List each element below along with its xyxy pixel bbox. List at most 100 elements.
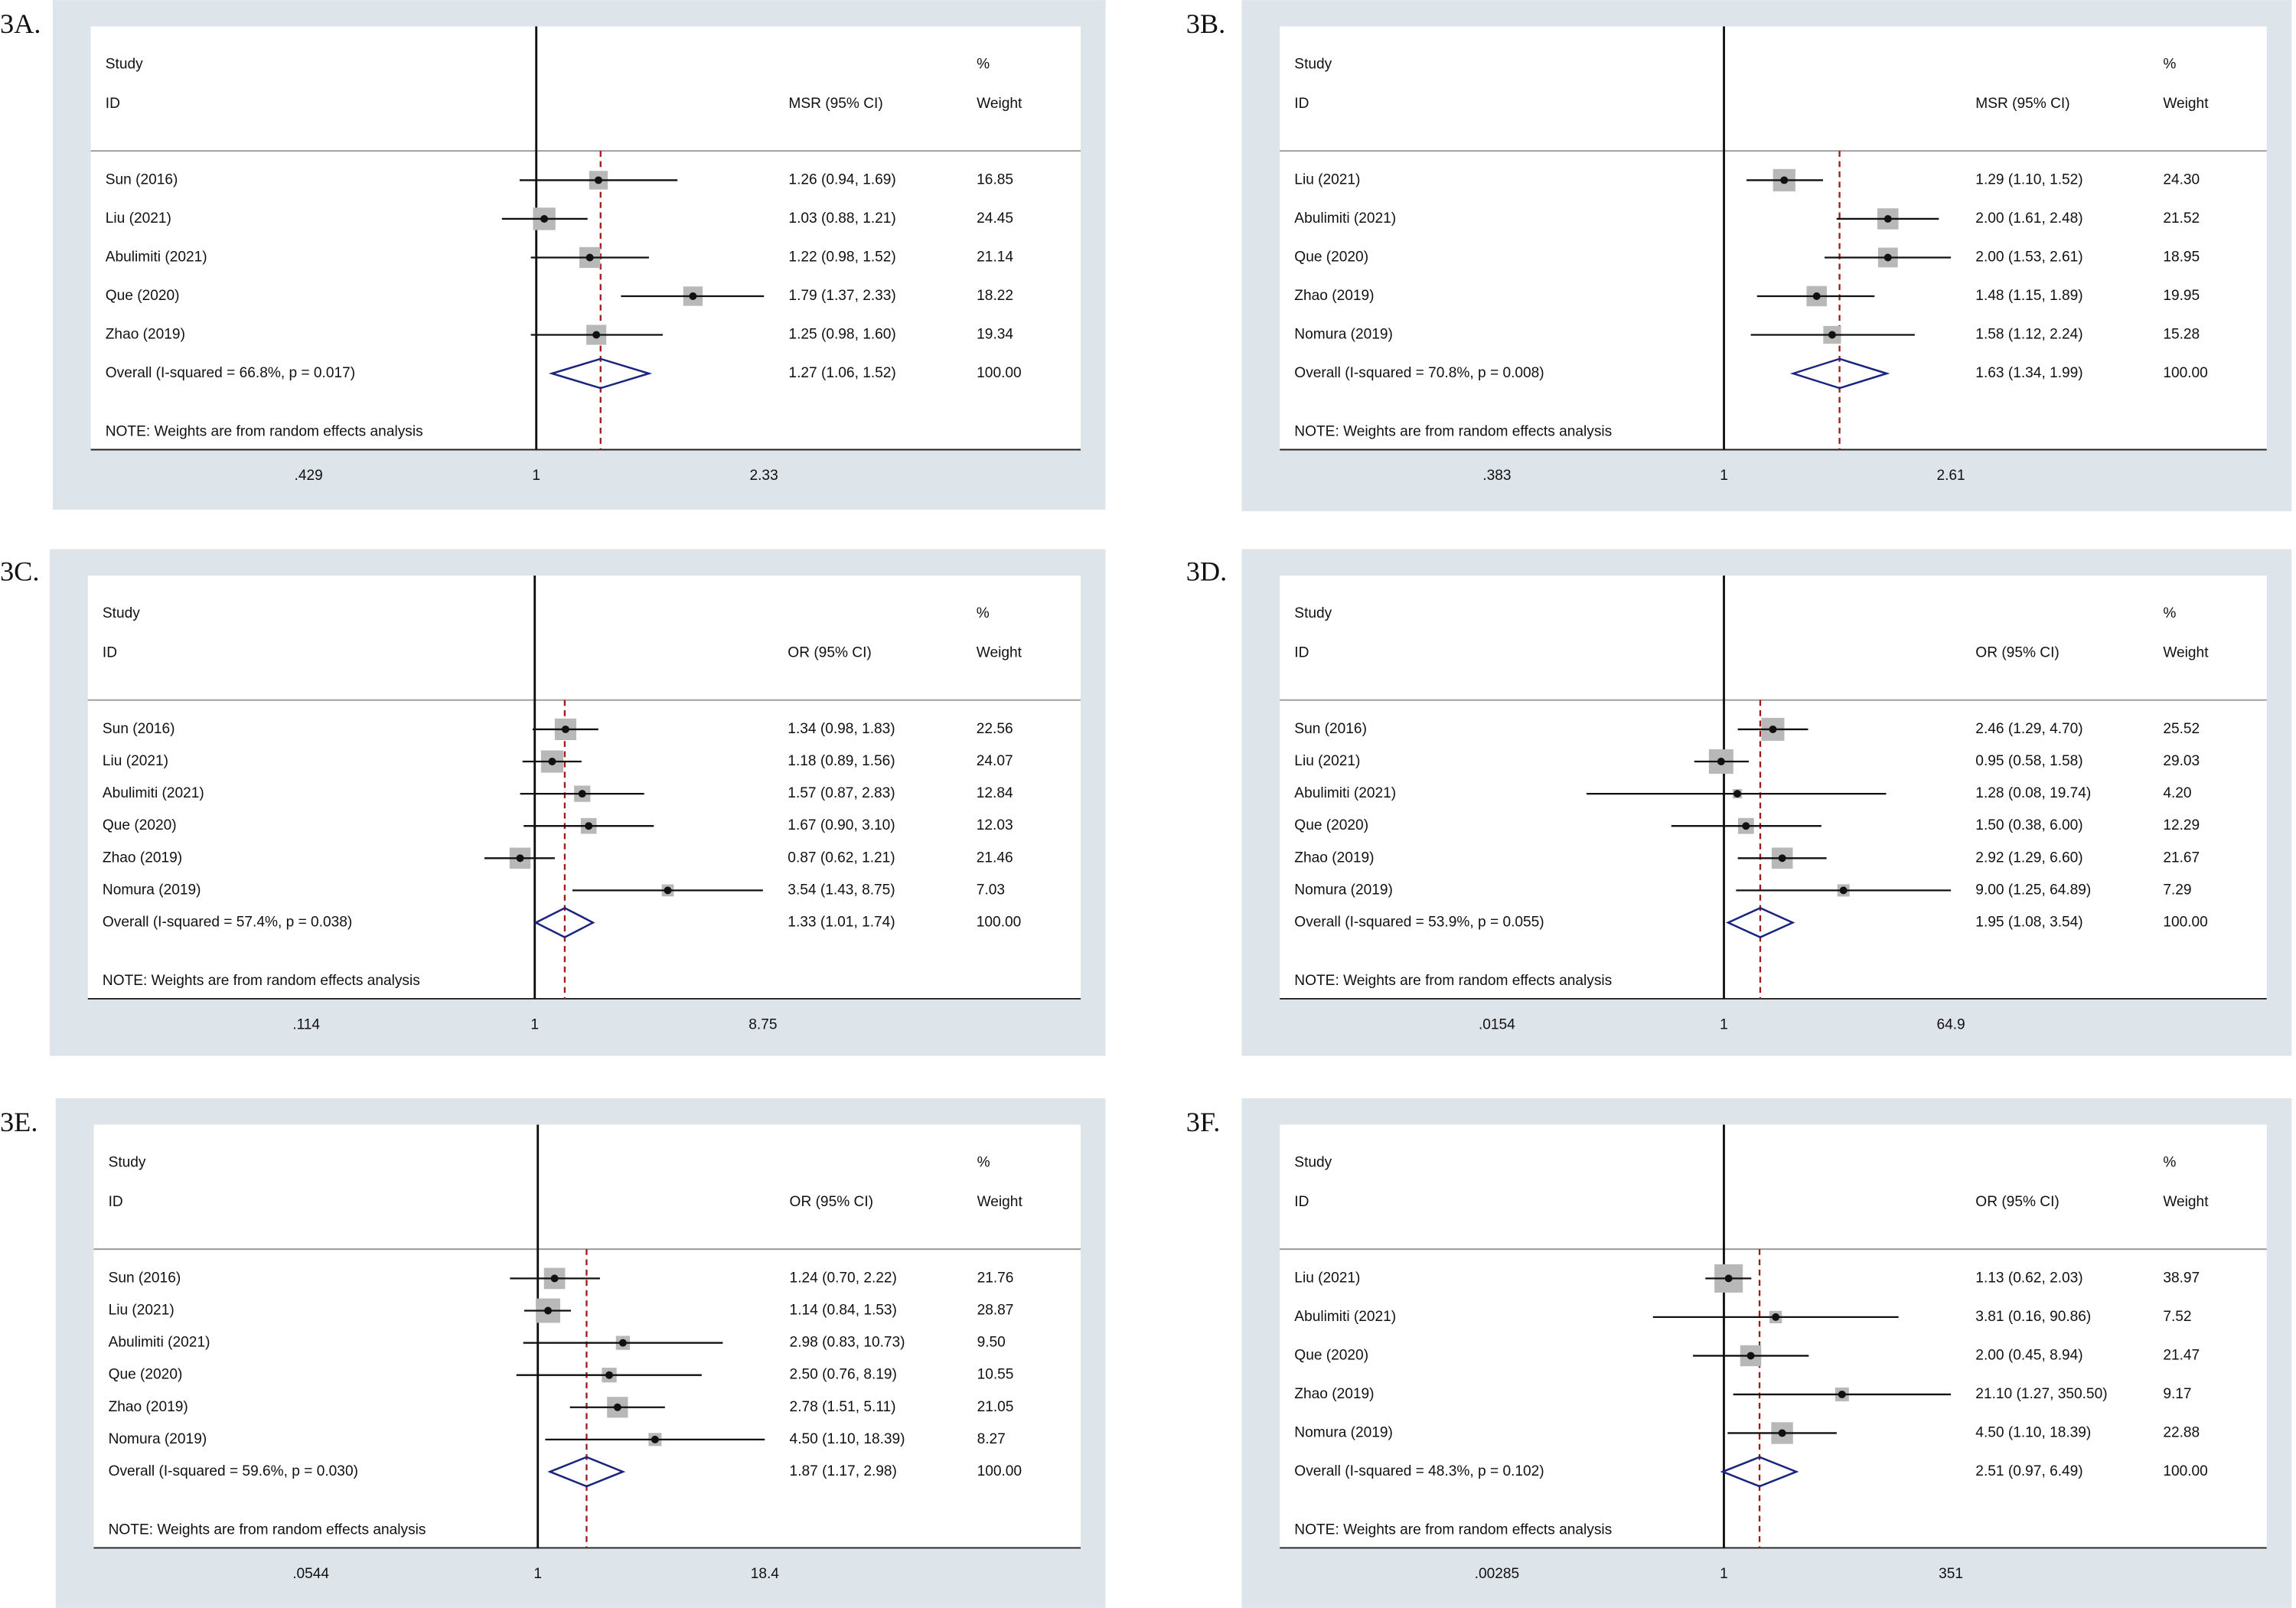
effect-label: 4.50 (1.10, 18.39) (790, 1431, 905, 1447)
point-estimate (1828, 331, 1836, 339)
overall-diamond (1720, 1456, 1799, 1488)
x-tick-label: 8.75 (748, 1016, 777, 1032)
plot-area (1280, 26, 2267, 450)
weight-label: 100.00 (977, 365, 1022, 381)
note: NOTE: Weights are from random effects an… (1294, 1522, 1612, 1538)
header-effect: OR (95% CI) (1975, 644, 2059, 660)
effect-label: 1.79 (1.37, 2.33) (788, 288, 895, 304)
study-label: Nomura (2019) (1294, 882, 1393, 898)
weight-label: 21.52 (2163, 210, 2200, 227)
x-tick-label: .0544 (292, 1566, 329, 1582)
effect-label: 2.92 (1.29, 6.60) (1975, 850, 2082, 866)
x-tick-label: .429 (295, 468, 323, 484)
x-tick-label: 2.61 (1936, 468, 1965, 484)
effect-label: 1.67 (0.90, 3.10) (788, 817, 895, 833)
weight-label: 18.95 (2163, 250, 2200, 266)
study-label: Sun (2016) (103, 721, 175, 737)
note: NOTE: Weights are from random effects an… (106, 424, 423, 440)
header-weight: Weight (2163, 644, 2209, 660)
effect-label: 9.00 (1.25, 64.89) (1975, 882, 2091, 898)
point-estimate (1780, 176, 1789, 184)
weight-label: 9.50 (977, 1335, 1006, 1351)
effect-label: 2.00 (1.53, 2.61) (1975, 250, 2082, 266)
point-estimate (1778, 854, 1786, 863)
weight-label: 8.27 (977, 1431, 1006, 1447)
point-estimate (1883, 253, 1892, 262)
header-study: Study (1294, 605, 1332, 621)
weight-label: 19.95 (2163, 288, 2200, 304)
x-tick-label: 1 (530, 1016, 539, 1032)
note: NOTE: Weights are from random effects an… (103, 973, 420, 989)
plot-area (1280, 1124, 2267, 1548)
effect-label: 1.26 (0.94, 1.69) (788, 171, 895, 188)
overall-diamond (1725, 906, 1795, 938)
header-pct: % (977, 56, 990, 72)
header-id: ID (109, 1194, 123, 1210)
effect-label: 0.95 (0.58, 1.58) (1975, 753, 2082, 769)
study-label: Nomura (2019) (103, 882, 201, 898)
panel-label: 3B. (1186, 8, 1226, 39)
point-estimate (1778, 1429, 1786, 1437)
weight-label: 4.20 (2163, 785, 2191, 801)
point-estimate (594, 176, 602, 184)
weight-label: 24.30 (2163, 171, 2200, 188)
weight-label: 7.52 (2163, 1309, 2191, 1325)
point-estimate (1839, 886, 1848, 895)
note: NOTE: Weights are from random effects an… (1294, 424, 1612, 440)
header-study: Study (1294, 1154, 1332, 1170)
weight-label: 16.85 (977, 171, 1013, 188)
header-weight: Weight (977, 1194, 1023, 1210)
header-study: Study (1294, 56, 1332, 72)
point-estimate (1717, 758, 1725, 765)
effect-label: 1.29 (1.10, 1.52) (1975, 171, 2082, 188)
point-estimate (516, 854, 524, 863)
study-label: Liu (2021) (1294, 171, 1360, 188)
weight-label: 7.03 (977, 882, 1005, 898)
point-estimate (651, 1435, 659, 1443)
point-estimate (689, 292, 697, 300)
effect-label: 0.87 (0.62, 1.21) (788, 850, 895, 866)
effect-label: 1.18 (0.89, 1.56) (788, 753, 895, 769)
weight-label: 7.29 (2163, 882, 2191, 898)
study-label: Liu (2021) (103, 753, 168, 769)
x-tick-label: .383 (1482, 468, 1511, 484)
weight-label: 100.00 (977, 915, 1022, 931)
overall-diamond (533, 906, 595, 939)
header-pct: % (977, 605, 990, 621)
x-tick-label: 1 (533, 1566, 542, 1582)
weight-label: 12.29 (2163, 817, 2200, 833)
study-label: Zhao (2019) (109, 1399, 188, 1415)
weight-label: 22.56 (977, 721, 1013, 737)
effect-label: 2.00 (1.61, 2.48) (1975, 210, 2082, 227)
point-estimate (585, 822, 593, 830)
study-label: Overall (I-squared = 48.3%, p = 0.102) (1294, 1463, 1544, 1479)
x-tick-label: 18.4 (751, 1566, 780, 1582)
study-label: Zhao (2019) (1294, 1386, 1374, 1402)
header-study: Study (109, 1154, 146, 1170)
weight-label: 21.47 (2163, 1347, 2200, 1363)
effect-label: 1.50 (0.38, 6.00) (1975, 817, 2082, 833)
study-label: Zhao (2019) (103, 850, 182, 866)
effect-label: 1.48 (1.15, 1.89) (1975, 288, 2082, 304)
point-estimate (1742, 822, 1750, 830)
weight-label: 100.00 (2163, 915, 2208, 931)
header-effect: OR (95% CI) (790, 1194, 873, 1210)
weight-label: 28.87 (977, 1303, 1014, 1319)
point-estimate (578, 790, 586, 798)
effect-label: 2.00 (0.45, 8.94) (1975, 1347, 2082, 1363)
point-estimate (1838, 1390, 1846, 1398)
x-tick-label: 1 (1720, 1016, 1728, 1032)
weight-label: 21.46 (977, 850, 1013, 866)
weight-label: 12.03 (977, 817, 1013, 833)
header-pct: % (977, 1154, 990, 1170)
effect-label: 1.24 (0.70, 2.22) (790, 1270, 897, 1286)
weight-label: 21.76 (977, 1270, 1014, 1286)
header-id: ID (1294, 644, 1309, 660)
weight-label: 25.52 (2163, 721, 2200, 737)
effect-label: 1.03 (0.88, 1.21) (788, 210, 895, 227)
header-study: Study (106, 56, 143, 72)
study-label: Overall (I-squared = 59.6%, p = 0.030) (109, 1463, 358, 1479)
panel-label: 3D. (1186, 556, 1228, 586)
study-label: Overall (I-squared = 70.8%, p = 0.008) (1294, 365, 1544, 381)
